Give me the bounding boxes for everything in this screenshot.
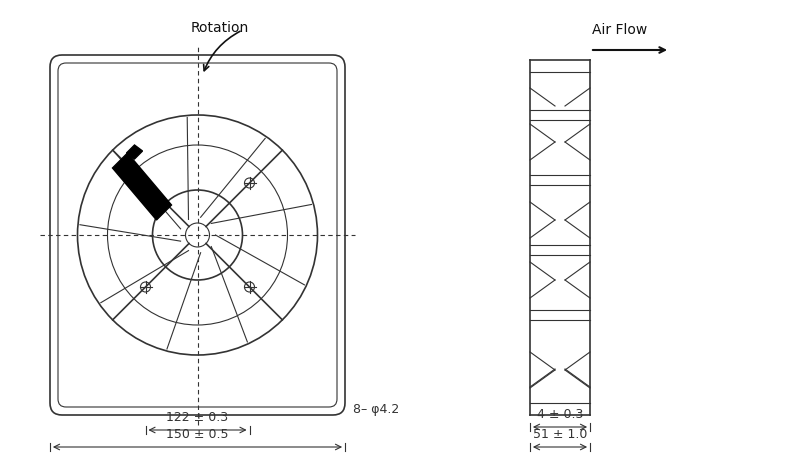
Text: Rotation: Rotation — [191, 21, 249, 35]
Polygon shape — [112, 153, 171, 220]
Text: 51 ± 1.0: 51 ± 1.0 — [532, 428, 587, 441]
Text: 150 ± 0.5: 150 ± 0.5 — [166, 428, 229, 441]
Polygon shape — [126, 145, 142, 159]
Text: 122 ± 0.3: 122 ± 0.3 — [167, 411, 228, 424]
Text: 4 ± 0.3: 4 ± 0.3 — [537, 408, 583, 421]
Text: Air Flow: Air Flow — [592, 23, 648, 37]
Text: 8– φ4.2: 8– φ4.2 — [353, 404, 399, 416]
